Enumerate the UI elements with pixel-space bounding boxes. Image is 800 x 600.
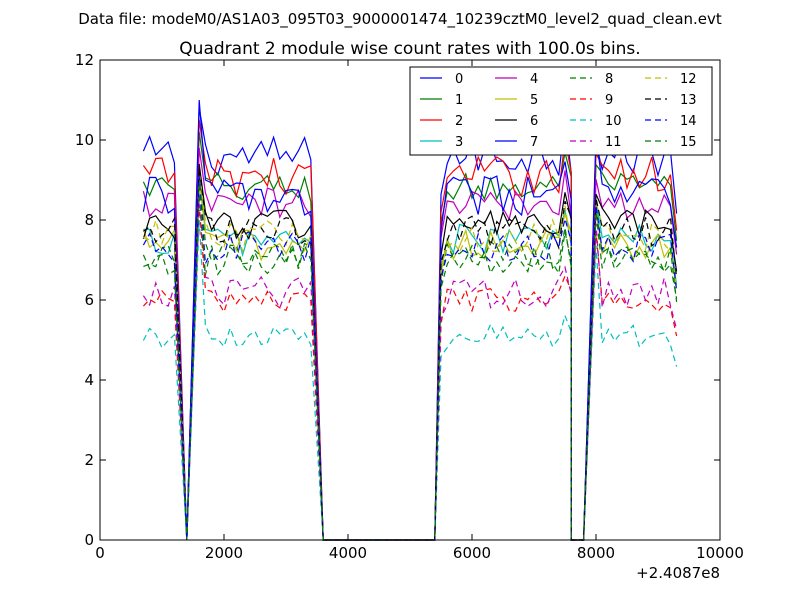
y-tick-label: 10	[75, 131, 94, 149]
legend-label-7: 7	[530, 135, 538, 150]
legend-label-12: 12	[680, 72, 697, 87]
y-tick-label: 0	[84, 531, 94, 549]
legend-label-3: 3	[455, 135, 463, 150]
legend-label-5: 5	[530, 93, 538, 108]
y-tick-label: 8	[84, 211, 94, 229]
legend-label-13: 13	[680, 93, 697, 108]
suptitle: Data file: modeM0/AS1A03_095T03_90000014…	[78, 10, 722, 29]
legend-label-6: 6	[530, 114, 538, 129]
x-tick-label: 8000	[577, 544, 615, 562]
legend-label-4: 4	[530, 72, 538, 87]
legend-label-15: 15	[680, 135, 697, 150]
legend-label-14: 14	[680, 114, 697, 129]
x-tick-label: 4000	[329, 544, 367, 562]
chart-title: Quadrant 2 module wise count rates with …	[179, 39, 640, 59]
legend-label-0: 0	[455, 72, 463, 87]
legend-label-11: 11	[605, 135, 622, 150]
legend-label-2: 2	[455, 114, 463, 129]
x-tick-label: 0	[95, 544, 105, 562]
y-tick-label: 12	[75, 51, 94, 69]
legend-label-1: 1	[455, 93, 463, 108]
x-offset-label: +2.4087e8	[636, 564, 720, 582]
legend-label-10: 10	[605, 114, 622, 129]
y-tick-label: 4	[84, 371, 94, 389]
legend-label-8: 8	[605, 72, 613, 87]
legend-box	[409, 66, 713, 156]
y-tick-label: 6	[84, 291, 94, 309]
y-tick-label: 2	[84, 451, 94, 469]
x-tick-label: 10000	[696, 544, 744, 562]
legend-label-9: 9	[605, 93, 613, 108]
x-tick-label: 6000	[453, 544, 491, 562]
series-line-15	[142, 183, 678, 541]
x-tick-label: 2000	[205, 544, 243, 562]
